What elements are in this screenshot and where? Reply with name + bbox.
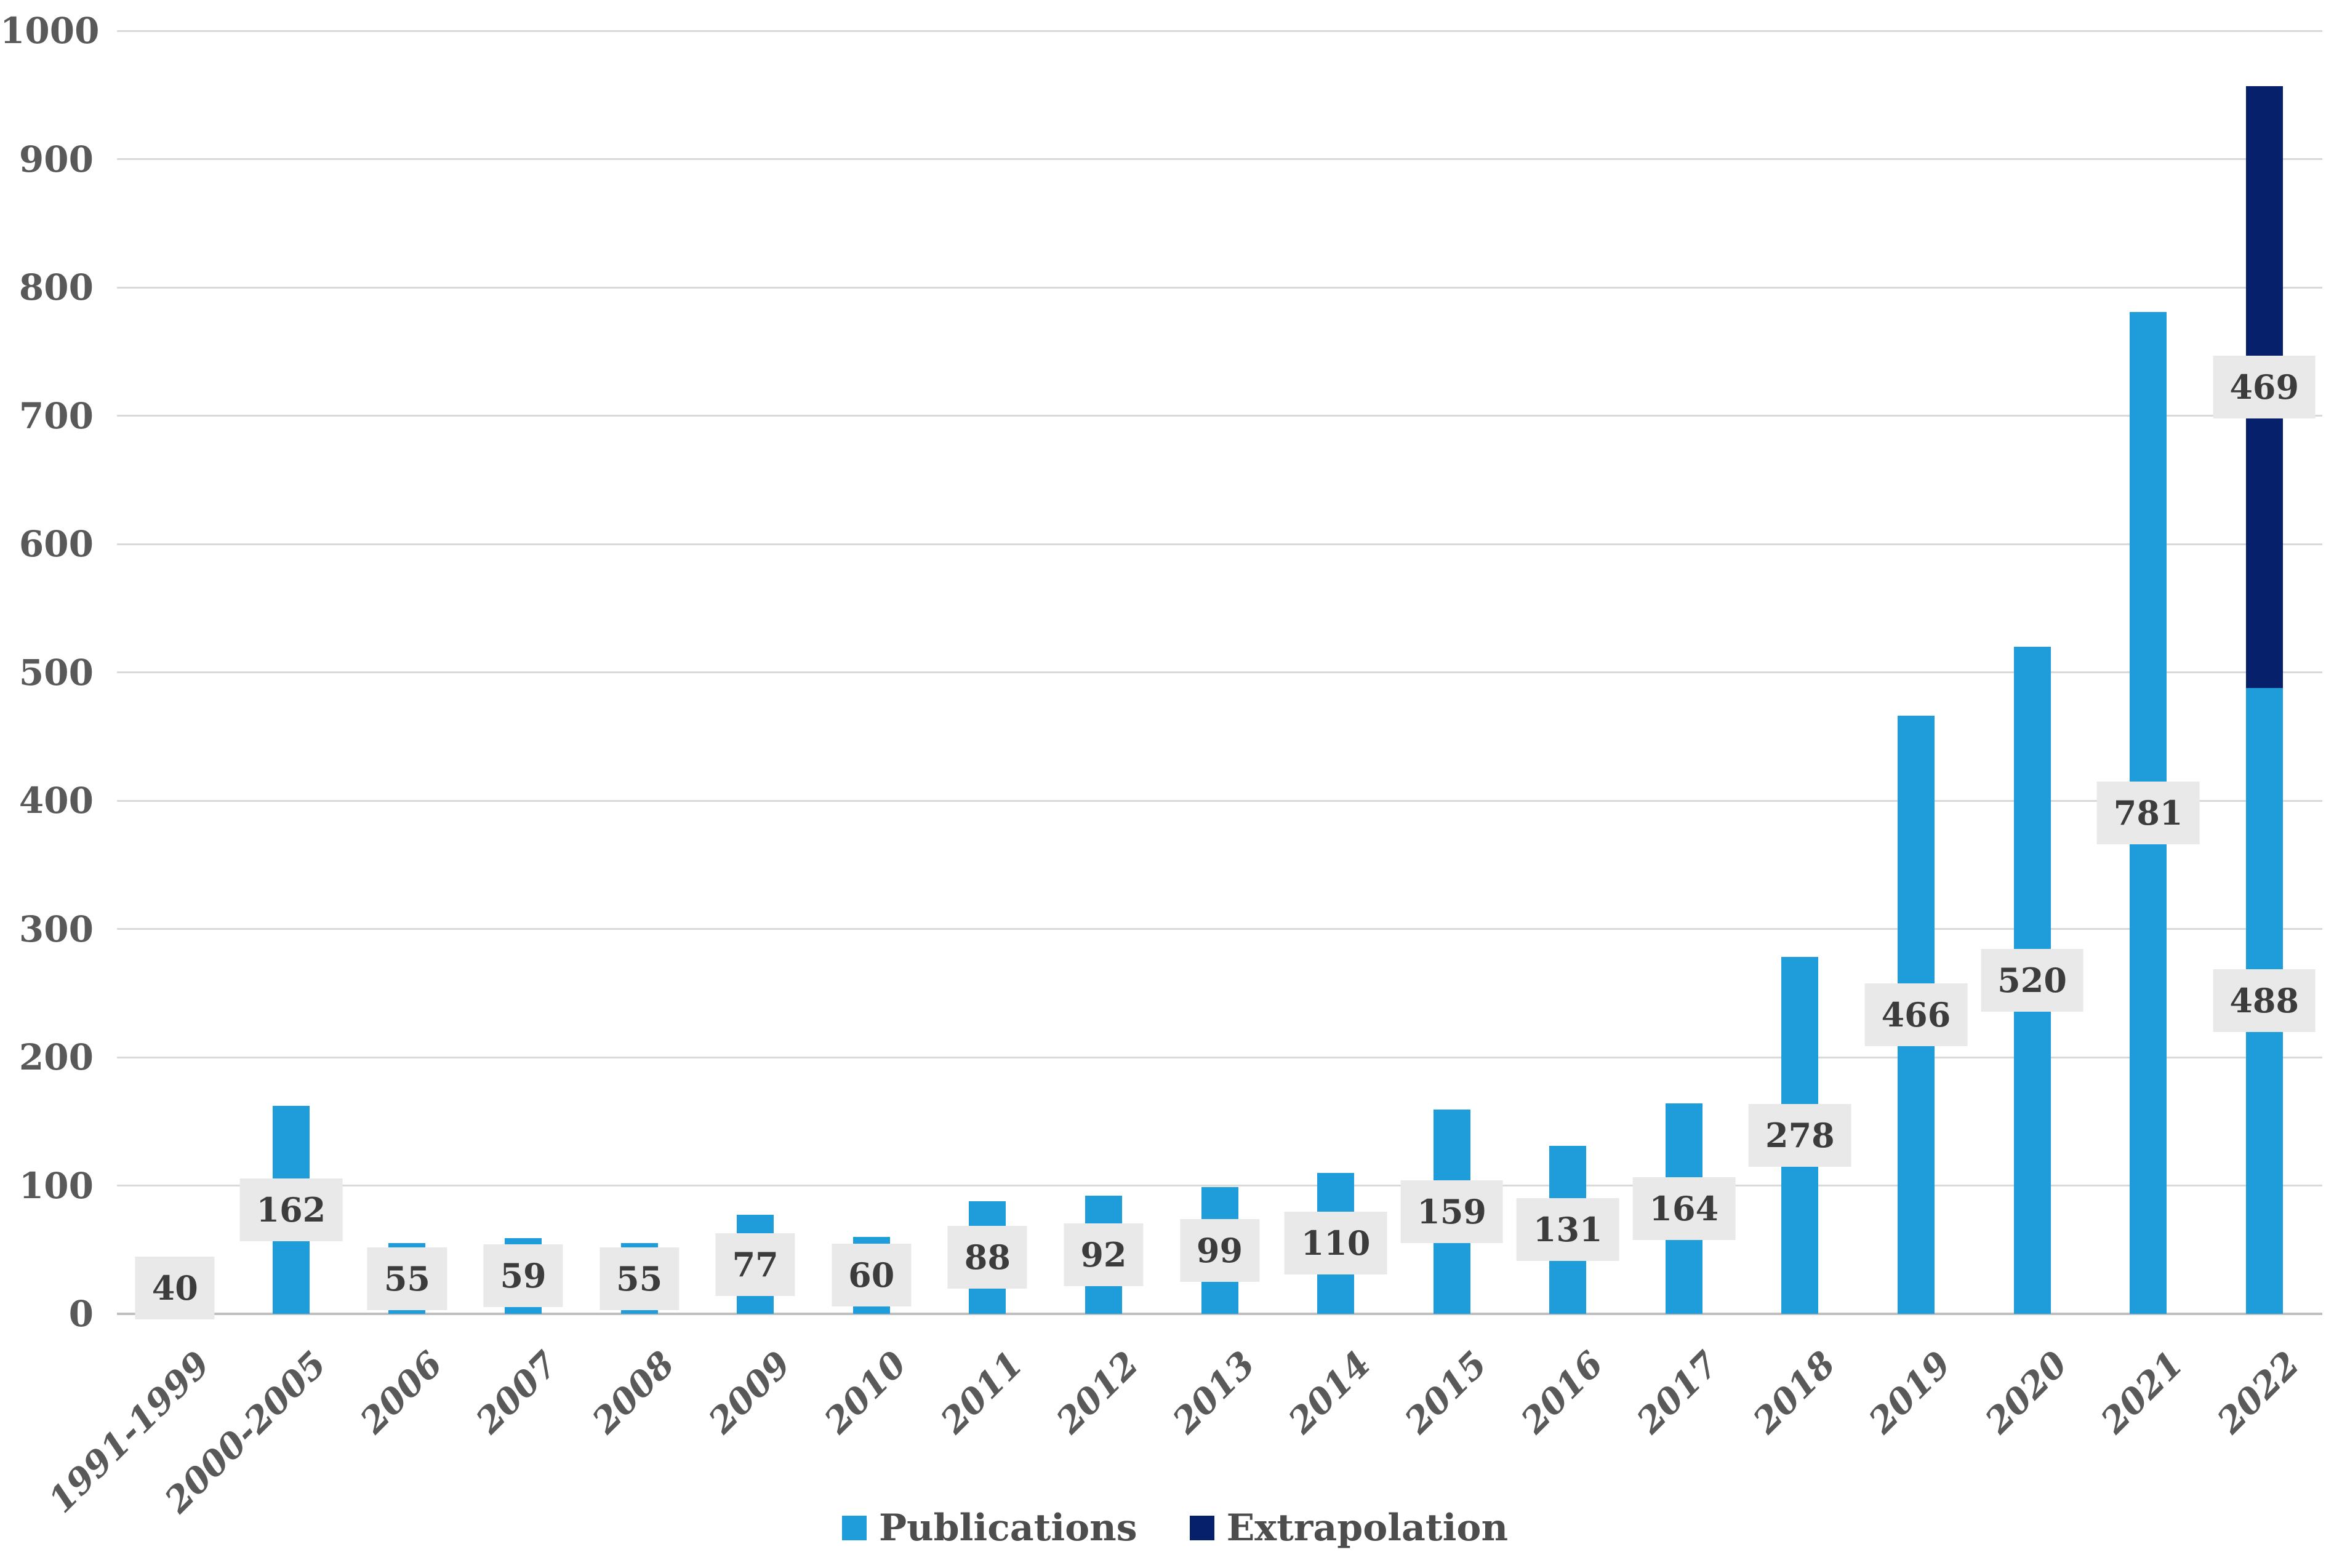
gridline-500: [117, 671, 2322, 673]
value-label-2016-publications: 131: [1516, 1198, 1619, 1262]
value-label-2000-2005-publications: 162: [239, 1178, 343, 1242]
value-label-2009-publications: 77: [715, 1233, 795, 1296]
value-label-2019-publications: 466: [1864, 983, 1968, 1047]
value-label-2011-publications: 88: [947, 1226, 1027, 1289]
value-label-2018-publications: 278: [1749, 1104, 1851, 1167]
y-axis-tick-label-500: 500: [18, 651, 94, 694]
value-label-2022-publications: 488: [2213, 969, 2316, 1033]
value-label-2020-publications: 520: [1981, 948, 2083, 1012]
x-axis-label-2014: 2014: [1280, 1343, 1379, 1442]
y-axis-tick-label-400: 400: [18, 780, 94, 822]
x-axis-label-2012: 2012: [1048, 1343, 1147, 1442]
extrapolation-swatch-icon: [1189, 1516, 1214, 1540]
legend-label-extrapolation: Extrapolation: [1226, 1506, 1509, 1550]
x-axis-label-2010: 2010: [816, 1343, 915, 1442]
x-axis-label-2013: 2013: [1165, 1343, 1263, 1442]
value-label-2022-extrapolation: 469: [2213, 355, 2316, 418]
x-axis-line: [117, 1313, 2322, 1315]
chart-legend: Publications Extrapolation: [0, 1506, 2350, 1550]
value-label-2017-publications: 164: [1632, 1177, 1736, 1241]
value-label-2014-publications: 110: [1284, 1212, 1387, 1275]
gridline-700: [117, 415, 2322, 417]
x-axis-label-2015: 2015: [1397, 1343, 1495, 1442]
x-axis-label-2020: 2020: [1977, 1343, 2075, 1442]
gridline-600: [117, 543, 2322, 545]
value-label-1991-1999-publications: 40: [135, 1257, 215, 1320]
x-axis-label-2007: 2007: [468, 1343, 567, 1442]
y-axis-tick-label-200: 200: [18, 1036, 94, 1078]
value-label-2010-publications: 60: [832, 1244, 912, 1307]
value-label-2007-publications: 59: [483, 1244, 563, 1308]
value-label-2012-publications: 92: [1064, 1223, 1144, 1287]
legend-item-publications: Publications: [841, 1506, 1137, 1550]
legend-item-extrapolation: Extrapolation: [1189, 1506, 1509, 1550]
x-axis-label-2017: 2017: [1629, 1343, 1728, 1442]
gridline-100: [117, 1185, 2322, 1186]
x-axis-label-2022: 2022: [2209, 1343, 2308, 1442]
gridline-200: [117, 1056, 2322, 1058]
y-axis-tick-label-900: 900: [18, 138, 94, 180]
legend-label-publications: Publications: [878, 1506, 1137, 1550]
y-axis-tick-label-700: 700: [18, 394, 94, 437]
value-label-2006-publications: 55: [367, 1247, 447, 1310]
gridline-300: [117, 928, 2322, 930]
y-axis-tick-label-1000: 1000: [0, 10, 100, 52]
y-axis-tick-label-300: 300: [18, 908, 94, 950]
y-axis-tick-label-600: 600: [18, 523, 94, 565]
y-axis-tick-label-800: 800: [18, 266, 94, 308]
x-axis-label-2008: 2008: [584, 1343, 683, 1442]
x-axis-label-2006: 2006: [352, 1343, 451, 1442]
gridline-1000: [117, 30, 2322, 32]
y-axis-tick-label-100: 100: [18, 1164, 94, 1207]
x-axis-label-2019: 2019: [1861, 1343, 1960, 1442]
x-axis-label-2011: 2011: [932, 1343, 1031, 1442]
publications-swatch-icon: [841, 1516, 867, 1540]
x-axis-label-2009: 2009: [700, 1343, 799, 1442]
y-axis-tick-label-0: 0: [68, 1293, 94, 1335]
gridline-900: [117, 158, 2322, 160]
value-label-2008-publications: 55: [600, 1247, 680, 1310]
value-label-2021-publications: 781: [2096, 781, 2200, 844]
x-axis-label-2018: 2018: [1745, 1343, 1843, 1442]
gridline-800: [117, 286, 2322, 289]
gridline-400: [117, 799, 2322, 802]
x-axis-label-2016: 2016: [1512, 1343, 1611, 1442]
value-label-2013-publications: 99: [1179, 1218, 1260, 1282]
x-axis-label-2021: 2021: [2093, 1343, 2192, 1442]
value-label-2015-publications: 159: [1400, 1180, 1504, 1244]
